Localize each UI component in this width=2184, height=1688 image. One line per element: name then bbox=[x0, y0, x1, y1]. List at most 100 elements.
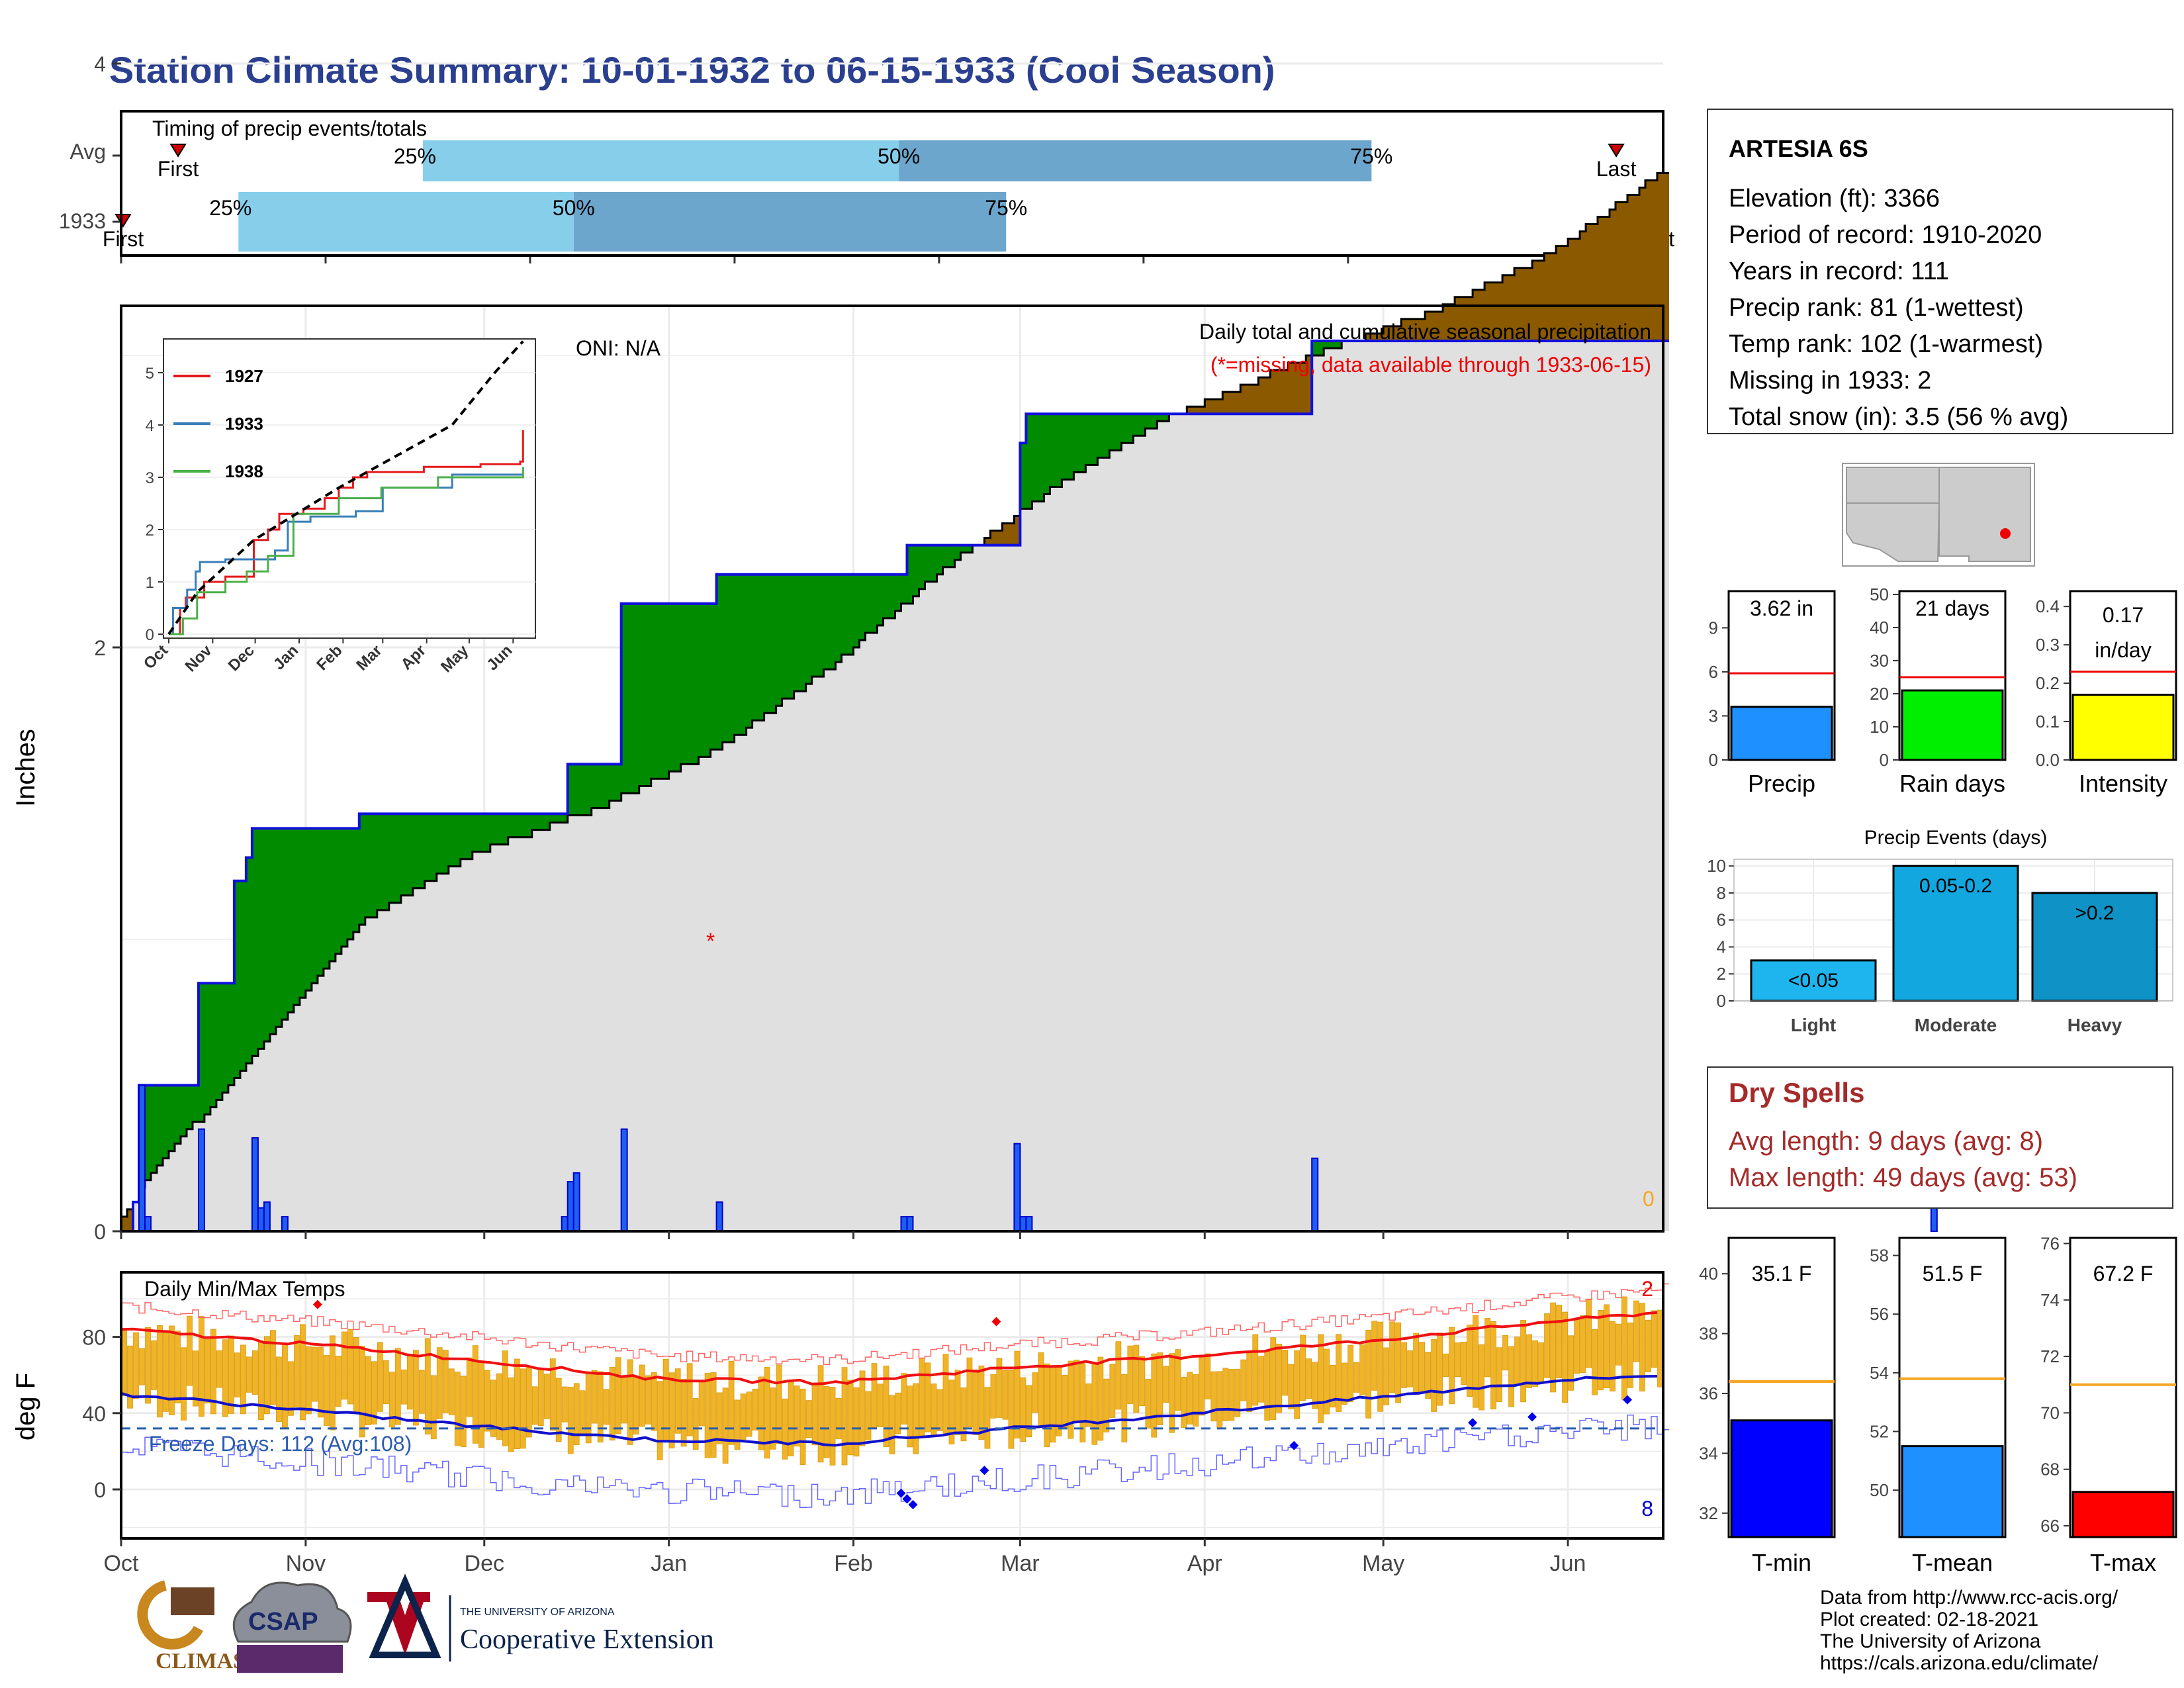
daily-temp-bar bbox=[597, 1371, 604, 1443]
daily-temp-bar bbox=[341, 1331, 347, 1400]
daily-temp-bar bbox=[412, 1350, 419, 1426]
daily-temp-bar bbox=[490, 1380, 496, 1437]
daily-temp-bar bbox=[406, 1354, 413, 1410]
daily-temp-bar bbox=[1085, 1383, 1092, 1427]
mini-bar-label: Intensity bbox=[2079, 770, 2167, 797]
daily-temp-bar bbox=[1437, 1333, 1443, 1406]
daily-temp-bar bbox=[193, 1350, 199, 1407]
record-low-marker bbox=[1527, 1412, 1537, 1422]
temp-bar-y-label: 70 bbox=[2040, 1403, 2060, 1423]
daily-temp-bar bbox=[549, 1358, 556, 1431]
daily-temp-bar bbox=[1282, 1349, 1289, 1396]
daily-temp-bar bbox=[1639, 1303, 1645, 1391]
station-box bbox=[1707, 109, 2173, 434]
last-event-label: Last bbox=[1596, 157, 1637, 181]
daily-temp-bar bbox=[603, 1389, 610, 1425]
daily-temp-bar bbox=[205, 1338, 210, 1404]
daily-temp-bar bbox=[585, 1374, 592, 1444]
csap-text: CSAP bbox=[248, 1608, 318, 1636]
daily-temp-bar bbox=[746, 1391, 752, 1437]
daily-temp-bar bbox=[460, 1376, 467, 1448]
daily-temp-bar bbox=[305, 1346, 312, 1415]
temp-bar-value: 51.5 F bbox=[1923, 1262, 1983, 1286]
daily-temp-bar bbox=[954, 1370, 961, 1435]
daily-temp-bar bbox=[1621, 1296, 1627, 1401]
daily-temp-bar bbox=[1139, 1356, 1146, 1407]
record-high-count: 2 bbox=[1641, 1277, 1653, 1301]
station-location-dot bbox=[2000, 528, 2011, 539]
daily-temp-bar bbox=[722, 1387, 729, 1464]
daily-temp-bar bbox=[1508, 1346, 1514, 1407]
record-low-marker bbox=[979, 1466, 989, 1476]
daily-temp-bar bbox=[252, 1350, 258, 1395]
record-low-line bbox=[121, 1414, 1669, 1508]
daily-temp-bar bbox=[799, 1388, 806, 1466]
avg-max-temp-line bbox=[120, 1311, 1658, 1385]
record-low-marker bbox=[1468, 1418, 1478, 1428]
daily-temp-bar bbox=[520, 1368, 526, 1449]
station-line: Elevation (ft): 3366 bbox=[1729, 185, 1940, 212]
daily-temp-bar bbox=[1526, 1334, 1532, 1388]
dry-spells-title: Dry Spells bbox=[1729, 1077, 1864, 1108]
daily-temp-bar bbox=[1151, 1353, 1158, 1438]
inset-legend-label: 1933 bbox=[225, 414, 263, 434]
record-low-marker bbox=[902, 1494, 912, 1504]
daily-temp-bar bbox=[1479, 1344, 1485, 1411]
daily-temp-bar bbox=[1288, 1364, 1295, 1409]
credit-line: https://cals.arizona.edu/climate/ bbox=[1820, 1652, 2099, 1674]
mini-bar-y-label: 0.4 bbox=[2036, 596, 2060, 616]
daily-temp-bar bbox=[1443, 1353, 1449, 1377]
mini-bar-y-label: 50 bbox=[1870, 585, 1889, 604]
events-category-label: Heavy bbox=[2068, 1015, 2122, 1035]
timing-label: Timing of precip events/totals bbox=[152, 117, 427, 140]
daily-temp-bar bbox=[293, 1335, 300, 1407]
credits: Data from http://www.rcc-acis.org/Plot c… bbox=[1820, 1587, 2118, 1674]
daily-temp-bar bbox=[317, 1346, 324, 1418]
daily-temp-bar bbox=[651, 1372, 657, 1431]
daily-temp-bar bbox=[1461, 1342, 1467, 1385]
temp-bar-y-label: 68 bbox=[2040, 1460, 2060, 1479]
events-bar-heavy bbox=[2031, 892, 2158, 1002]
daily-temp-bar bbox=[1347, 1344, 1354, 1403]
daily-precip-bar bbox=[257, 1207, 265, 1232]
month-label: Nov bbox=[286, 1551, 326, 1576]
daily-temp-bar bbox=[936, 1389, 943, 1431]
month-label: Dec bbox=[465, 1551, 504, 1576]
daily-temp-bar bbox=[990, 1374, 997, 1419]
daily-temp-bar bbox=[400, 1369, 407, 1405]
daily-temp-bar bbox=[424, 1338, 431, 1434]
daily-temp-bar bbox=[1615, 1323, 1621, 1366]
daily-temp-bar bbox=[1109, 1364, 1116, 1418]
daily-temp-bar bbox=[1550, 1302, 1556, 1393]
daily-temp-bar bbox=[1520, 1319, 1526, 1403]
daily-temp-bar bbox=[621, 1376, 627, 1424]
temp-bar-label: T-max bbox=[2090, 1549, 2156, 1576]
daily-temp-bar bbox=[758, 1376, 764, 1450]
daily-temp-bar bbox=[794, 1385, 800, 1447]
daily-temp-bar bbox=[478, 1360, 484, 1448]
temp-bar-y-label: 72 bbox=[2040, 1346, 2060, 1366]
daily-temp-bar bbox=[823, 1385, 830, 1458]
daily-temp-bar bbox=[466, 1357, 473, 1417]
daily-temp-bar bbox=[1651, 1310, 1657, 1368]
daily-precip-bar bbox=[1013, 1143, 1021, 1232]
daily-temp-bar bbox=[913, 1383, 919, 1454]
daily-temp-bar bbox=[1490, 1321, 1497, 1409]
temp-bar-y-label: 34 bbox=[1699, 1443, 1718, 1463]
precip-frame bbox=[120, 305, 1664, 1233]
daily-temp-bar bbox=[181, 1347, 187, 1421]
precip-annotation-title: Daily total and cumulative seasonal prec… bbox=[1199, 320, 1651, 344]
daily-temp-bar bbox=[1353, 1362, 1360, 1393]
dry-spells-frame bbox=[1707, 1066, 2173, 1209]
daily-temp-bar bbox=[942, 1354, 949, 1434]
events-category-label: Moderate bbox=[1915, 1015, 1997, 1035]
mini-bar-y-label: 0.1 bbox=[2036, 712, 2060, 731]
timing-bar-q2-1 bbox=[238, 192, 574, 252]
timing-bar-q3-0 bbox=[899, 140, 1372, 181]
daily-temp-bar bbox=[1205, 1353, 1211, 1399]
temp-bar-t-min bbox=[1730, 1419, 1833, 1538]
inset-y-tick-label: 2 bbox=[146, 522, 154, 539]
daily-temp-bar bbox=[776, 1364, 782, 1444]
record-high-marker bbox=[991, 1317, 1001, 1327]
